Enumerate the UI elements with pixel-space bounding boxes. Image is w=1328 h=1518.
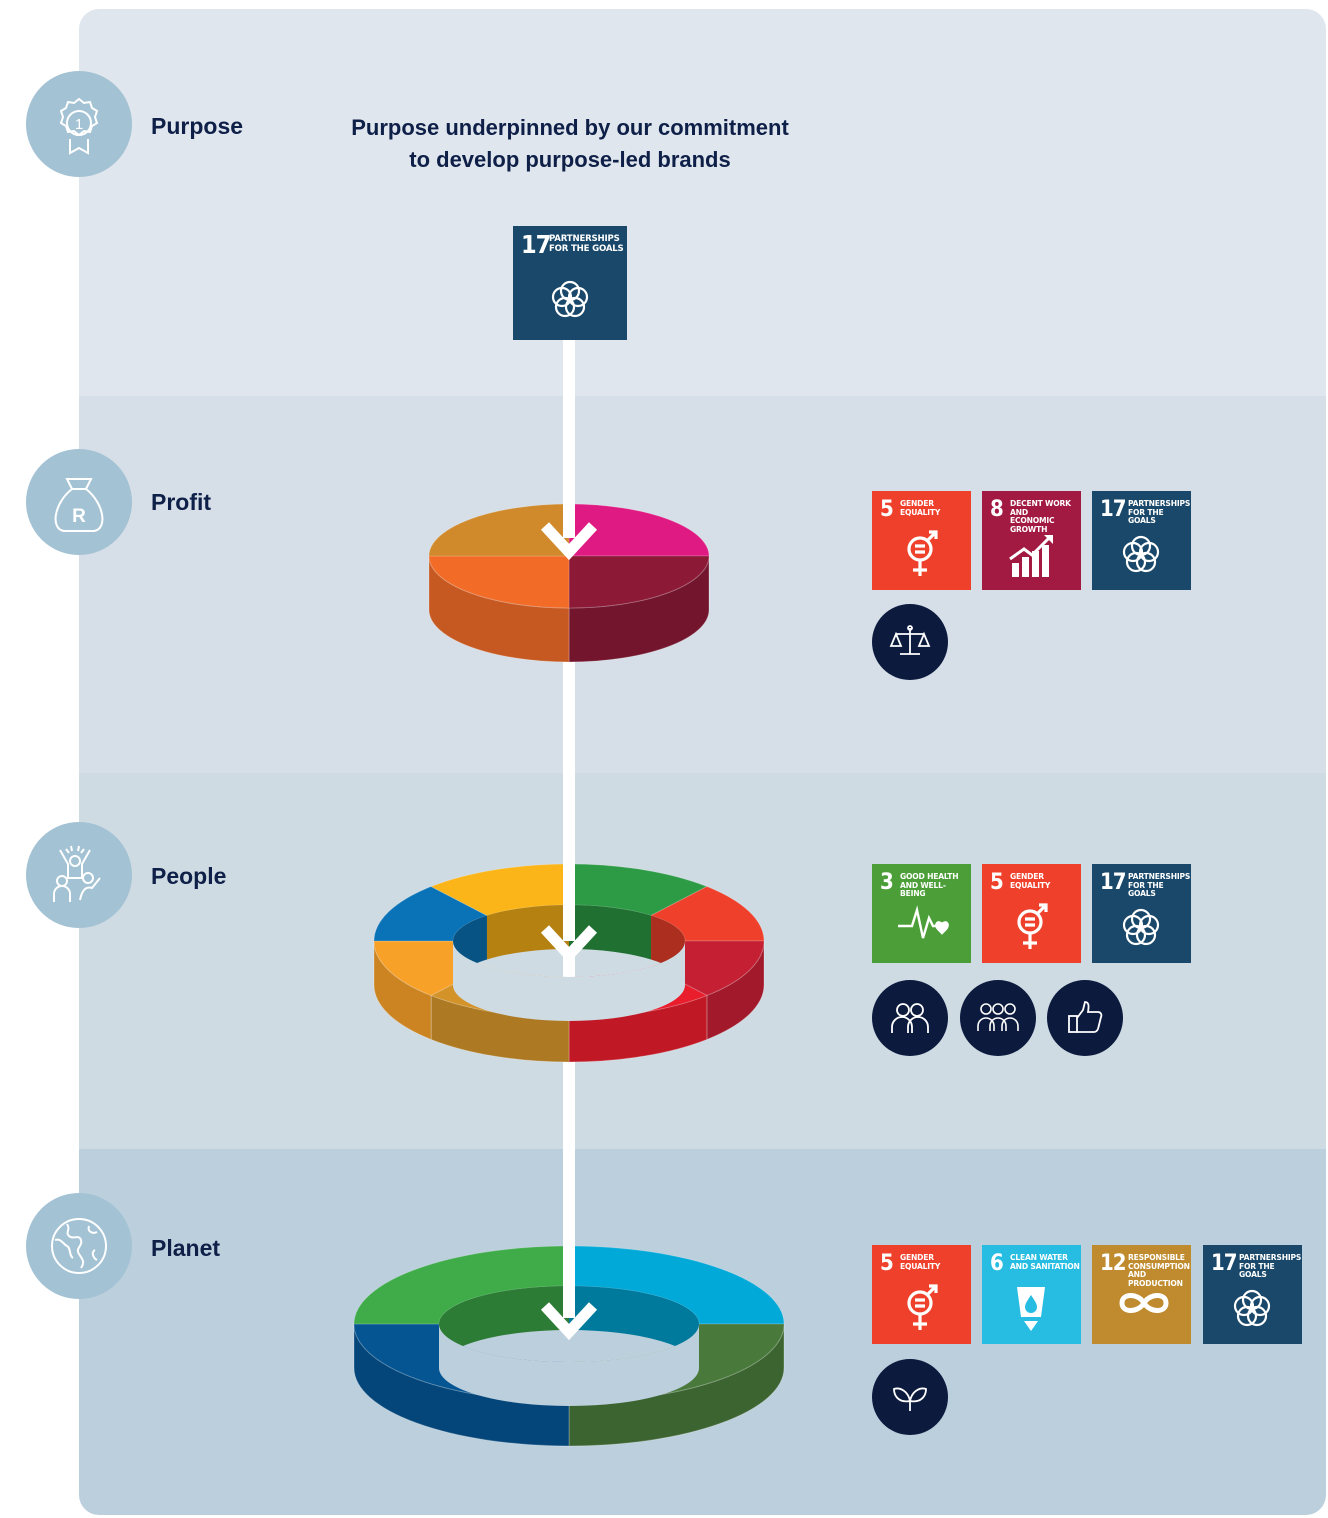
arrow-to-planet-head: [540, 1302, 598, 1341]
sdg-title: CLEAN WATER AND SANITATION: [1010, 1253, 1080, 1271]
sdg-5-tile: 5 GENDER EQUALITY: [872, 491, 971, 590]
profit-ring-segment-3: [428, 503, 570, 557]
sdg-17-tile: 17 PARTNERSHIPS FOR THE GOALS: [1092, 491, 1191, 590]
sdg-5-tile: 5 GENDER EQUALITY: [982, 864, 1081, 963]
profit-ring-segment-2: [428, 555, 570, 609]
sdg-3-tile: 3 GOOD HEALTH AND WELL-BEING: [872, 864, 971, 963]
purpose-label: Purpose: [151, 113, 244, 139]
sdg-title: PARTNERSHIPS FOR THE GOALS: [1128, 872, 1191, 899]
money-bag-icon: R: [26, 449, 132, 555]
sdg-title: DECENT WORK AND ECONOMIC GROWTH: [1010, 499, 1071, 534]
sdg-title: GENDER EQUALITY: [1010, 872, 1051, 890]
planet-ring-hole: [439, 1324, 699, 1406]
arrow-to-planet-shaft: [563, 1250, 575, 1318]
sdg-number: 6: [990, 1251, 1004, 1276]
people-ring-inner-0: [569, 905, 652, 960]
profit-ring-segment-1: [568, 555, 710, 609]
arrow-profit-people-link: [563, 667, 575, 867]
sdg-number: 5: [880, 497, 894, 522]
sdg-title: RESPONSIBLE CONSUMPTION AND PRODUCTION: [1128, 1253, 1190, 1288]
sdg-number: 12: [1100, 1251, 1127, 1276]
sdg-5-tile: 5 GENDER EQUALITY: [872, 1245, 971, 1344]
sdg-title: PARTNERSHIPS FOR THE GOALS: [1239, 1253, 1302, 1280]
planet-ring-inner-b-3: [439, 1286, 569, 1368]
sdg-8-tile: 8 DECENT WORK AND ECONOMIC GROWTH: [982, 491, 1081, 590]
sdg-number: 17: [1100, 497, 1127, 522]
sdg-number: 17: [1211, 1251, 1238, 1276]
sdg-17-tile: 17 PARTNERSHIPS FOR THE GOALS: [1092, 864, 1191, 963]
sdg-12-tile: 12 RESPONSIBLE CONSUMPTION AND PRODUCTION: [1092, 1245, 1191, 1344]
sdg-number: 5: [880, 1251, 894, 1276]
sdg-number: 8: [990, 497, 1004, 522]
sdg-title: PARTNERSHIPS FOR THE GOALS: [549, 234, 624, 254]
sdg-number: 17: [1100, 870, 1127, 895]
globe-icon: [26, 1193, 132, 1299]
sdg-title: PARTNERSHIPS FOR THE GOALS: [1128, 499, 1191, 526]
people-label: People: [151, 863, 227, 889]
profit-ring-segment-0: [568, 503, 710, 557]
heading-line-1: Purpose underpinned by our commitment: [351, 115, 789, 140]
thumbs-up-icon: [1047, 980, 1123, 1056]
sdg-title: GENDER EQUALITY: [900, 1253, 941, 1271]
sdg-number: 3: [880, 870, 894, 895]
purpose-band: [79, 9, 1326, 396]
heading-line-2: to develop purpose-led brands: [409, 147, 731, 172]
arrow-to-profit-shaft: [563, 340, 575, 538]
sdg-title: GOOD HEALTH AND WELL-BEING: [900, 872, 959, 899]
purpose-heading: Purpose underpinned by our commitment to…: [300, 112, 840, 176]
scales-icon: [872, 604, 948, 680]
sdg-number: 17: [521, 230, 551, 259]
sdg-6-tile: 6 CLEAN WATER AND SANITATION: [982, 1245, 1081, 1344]
sdg-number: 5: [990, 870, 1004, 895]
planet-ring-inner-0: [569, 1286, 699, 1368]
arrow-people-planet-link: [563, 1062, 575, 1252]
sdg-17-tile: 17 PARTNERSHIPS FOR THE GOALS: [1203, 1245, 1302, 1344]
celebrating-people-icon: [26, 822, 132, 928]
profit-label: Profit: [151, 489, 212, 515]
arrow-to-profit-head: [540, 522, 598, 561]
group-icon: [960, 980, 1036, 1056]
people-ring-inner-b-7: [486, 905, 569, 960]
leaf-icon: [872, 1359, 948, 1435]
award-ribbon-icon: 1: [26, 71, 132, 177]
arrow-to-people-shaft: [563, 866, 575, 941]
sdg-17-tile: 17 PARTNERSHIPS FOR THE GOALS: [513, 226, 627, 340]
ribbon-number: 1: [75, 116, 83, 133]
arrow-to-people-head: [540, 925, 598, 964]
sdg-title: GENDER EQUALITY: [900, 499, 941, 517]
people-ring-hole: [453, 941, 685, 1021]
currency-symbol: R: [72, 506, 86, 527]
planet-label: Planet: [151, 1235, 221, 1261]
two-people-icon: [872, 980, 948, 1056]
